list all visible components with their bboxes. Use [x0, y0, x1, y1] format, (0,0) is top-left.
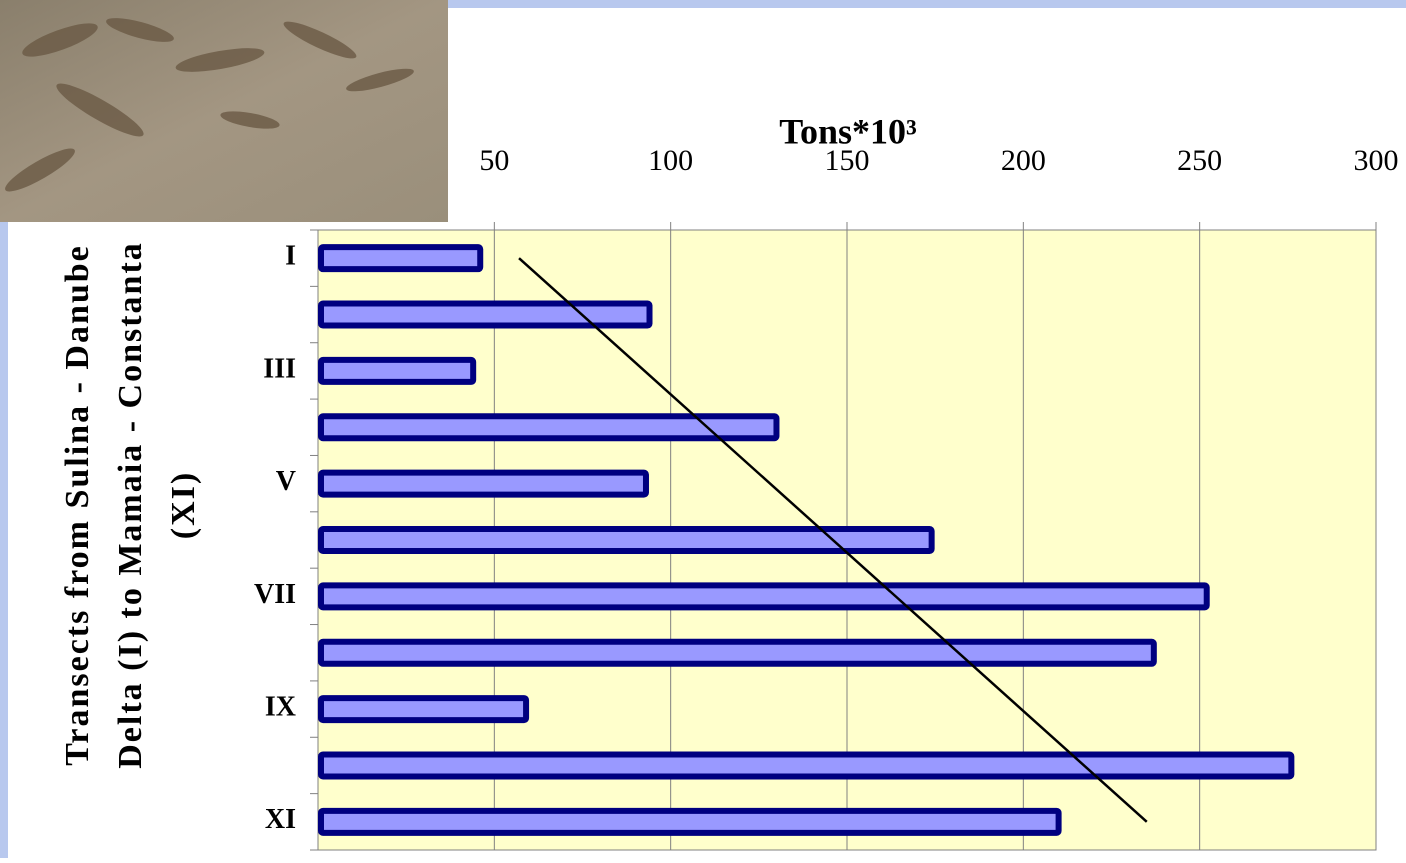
y-tick-label: IX: [265, 692, 296, 723]
x-tick-label: 200: [1001, 144, 1046, 177]
y-axis-title-line: Delta (I) to Mamaia - Constanta: [112, 241, 149, 769]
y-tick-label: XI: [265, 804, 296, 835]
x-tick-label: 100: [648, 144, 693, 177]
bar: [321, 642, 1154, 664]
photo: [0, 0, 448, 222]
bar: [321, 360, 473, 382]
bar: [321, 754, 1291, 776]
bar: [321, 585, 1207, 607]
y-tick-label: III: [263, 353, 296, 384]
slide-border-top: [448, 0, 1406, 8]
page: {"chart_data": { "type": "bar", "orienta…: [0, 0, 1406, 858]
x-tick-label: 300: [1354, 144, 1399, 177]
bar: [321, 304, 650, 326]
bar: [321, 698, 526, 720]
y-axis-title-line: (XI): [165, 471, 202, 539]
bar: [321, 473, 646, 495]
y-tick-label: I: [285, 241, 296, 272]
bar: [321, 811, 1059, 833]
x-tick-label: 50: [479, 144, 509, 177]
y-tick-label: VII: [254, 579, 296, 610]
slide-border-left: [0, 222, 8, 858]
bar: [321, 247, 480, 269]
x-tick-label: 150: [825, 144, 870, 177]
y-axis-title-line: Transects from Sulina - Danube: [59, 244, 96, 766]
y-tick-label: V: [276, 466, 296, 497]
x-tick-label: 250: [1177, 144, 1222, 177]
chart: Transects from Sulina - Danube Delta (I) …: [0, 0, 1406, 858]
